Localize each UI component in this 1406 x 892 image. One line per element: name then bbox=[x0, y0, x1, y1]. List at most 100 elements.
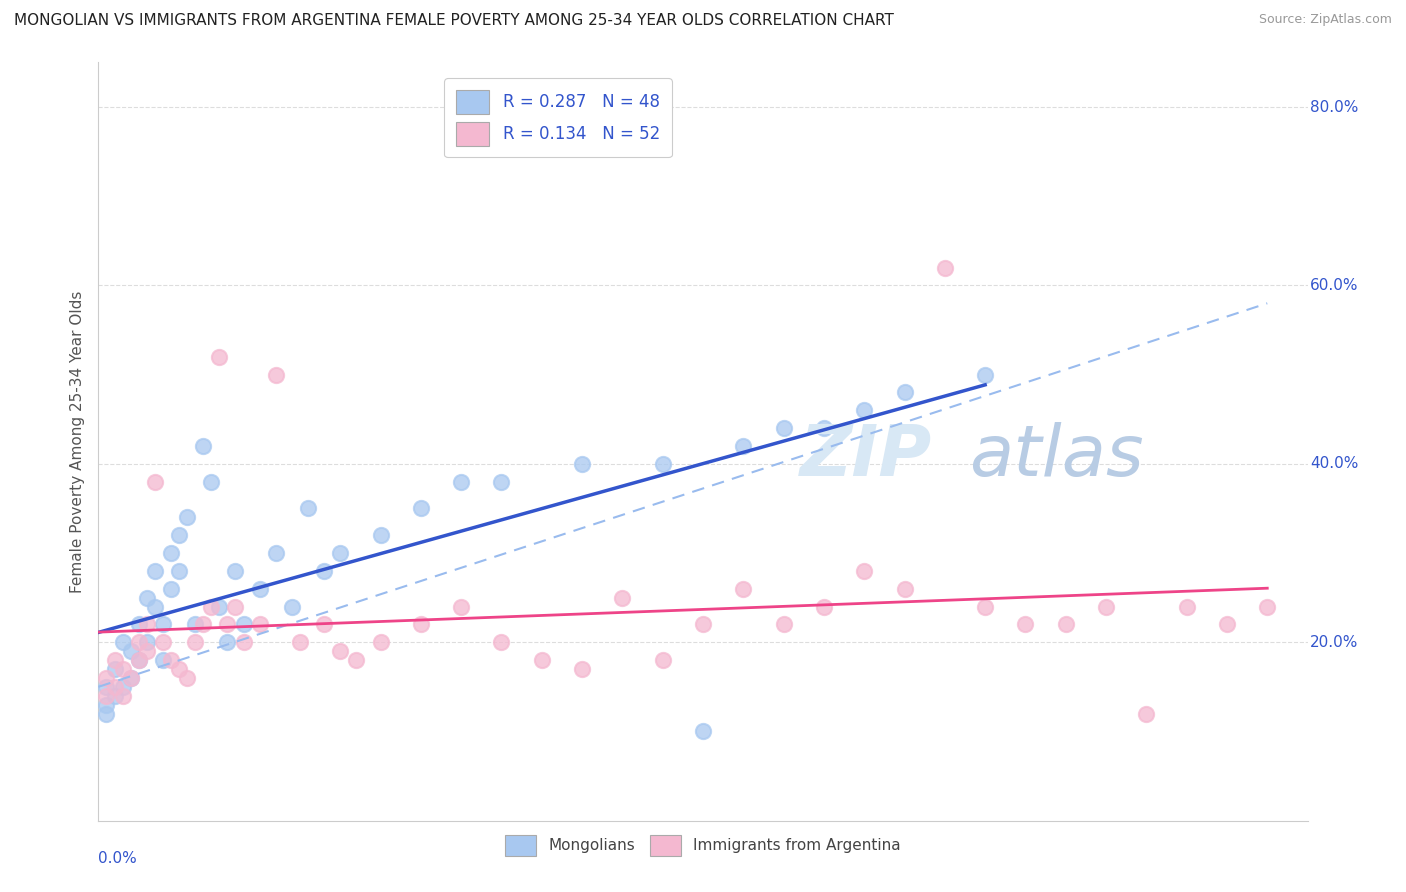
Point bbox=[249, 582, 271, 596]
Point bbox=[135, 635, 157, 649]
Text: MONGOLIAN VS IMMIGRANTS FROM ARGENTINA FEMALE POVERTY AMONG 25-34 YEAR OLDS CORR: MONGOLIAN VS IMMIGRANTS FROM ARGENTINA F… bbox=[14, 13, 894, 29]
Point bbox=[409, 617, 432, 632]
Point bbox=[103, 662, 125, 676]
Point bbox=[128, 635, 150, 649]
Point bbox=[143, 564, 166, 578]
Text: atlas: atlas bbox=[969, 422, 1143, 491]
Point bbox=[232, 617, 254, 632]
Point bbox=[772, 421, 794, 435]
Point bbox=[612, 591, 634, 605]
Point bbox=[200, 599, 222, 614]
Point bbox=[370, 635, 392, 649]
Point bbox=[160, 546, 183, 560]
Point bbox=[1256, 599, 1278, 614]
Point bbox=[152, 635, 174, 649]
Point bbox=[152, 617, 174, 632]
Point bbox=[314, 564, 336, 578]
Point bbox=[249, 617, 271, 632]
Point bbox=[974, 599, 997, 614]
Point bbox=[772, 617, 794, 632]
Point bbox=[135, 644, 157, 658]
Point bbox=[96, 671, 118, 685]
Point bbox=[409, 501, 432, 516]
Point bbox=[1135, 706, 1157, 721]
Point bbox=[135, 617, 157, 632]
Point bbox=[297, 501, 319, 516]
Point bbox=[264, 546, 287, 560]
Point bbox=[813, 421, 835, 435]
Point bbox=[733, 439, 755, 453]
Point bbox=[167, 528, 190, 542]
Point bbox=[934, 260, 956, 275]
Point bbox=[692, 617, 714, 632]
Point bbox=[128, 617, 150, 632]
Legend: Mongolians, Immigrants from Argentina: Mongolians, Immigrants from Argentina bbox=[499, 829, 907, 863]
Point bbox=[491, 475, 513, 489]
Point bbox=[853, 564, 876, 578]
Point bbox=[96, 698, 118, 712]
Point bbox=[450, 599, 472, 614]
Point bbox=[314, 617, 336, 632]
Point bbox=[111, 635, 134, 649]
Point bbox=[208, 599, 231, 614]
Text: ZIP: ZIP bbox=[800, 422, 932, 491]
Point bbox=[103, 680, 125, 694]
Text: 0.0%: 0.0% bbox=[98, 851, 138, 866]
Point bbox=[893, 582, 915, 596]
Point bbox=[692, 724, 714, 739]
Point bbox=[571, 457, 593, 471]
Point bbox=[167, 564, 190, 578]
Point bbox=[329, 644, 352, 658]
Point bbox=[193, 439, 215, 453]
Point bbox=[288, 635, 311, 649]
Point bbox=[224, 599, 246, 614]
Text: 40.0%: 40.0% bbox=[1310, 457, 1358, 471]
Point bbox=[128, 653, 150, 667]
Point bbox=[143, 475, 166, 489]
Point bbox=[329, 546, 352, 560]
Point bbox=[96, 689, 118, 703]
Text: Source: ZipAtlas.com: Source: ZipAtlas.com bbox=[1258, 13, 1392, 27]
Text: 20.0%: 20.0% bbox=[1310, 635, 1358, 649]
Point bbox=[152, 653, 174, 667]
Point bbox=[232, 635, 254, 649]
Point bbox=[217, 635, 239, 649]
Point bbox=[264, 368, 287, 382]
Text: 80.0%: 80.0% bbox=[1310, 100, 1358, 114]
Point bbox=[651, 653, 673, 667]
Point bbox=[184, 617, 207, 632]
Point bbox=[281, 599, 304, 614]
Point bbox=[491, 635, 513, 649]
Point bbox=[103, 653, 125, 667]
Point bbox=[1014, 617, 1036, 632]
Point bbox=[111, 689, 134, 703]
Point bbox=[733, 582, 755, 596]
Point bbox=[96, 706, 118, 721]
Point bbox=[344, 653, 367, 667]
Point bbox=[1054, 617, 1077, 632]
Point bbox=[96, 680, 118, 694]
Point bbox=[1175, 599, 1198, 614]
Point bbox=[120, 644, 142, 658]
Point bbox=[571, 662, 593, 676]
Point bbox=[813, 599, 835, 614]
Point bbox=[176, 671, 198, 685]
Point bbox=[450, 475, 472, 489]
Point bbox=[160, 582, 183, 596]
Point bbox=[120, 671, 142, 685]
Point bbox=[893, 385, 915, 400]
Point bbox=[160, 653, 183, 667]
Point bbox=[167, 662, 190, 676]
Point bbox=[120, 671, 142, 685]
Point bbox=[530, 653, 553, 667]
Point bbox=[184, 635, 207, 649]
Point bbox=[1216, 617, 1239, 632]
Point bbox=[217, 617, 239, 632]
Point bbox=[111, 680, 134, 694]
Point bbox=[128, 653, 150, 667]
Point bbox=[853, 403, 876, 417]
Point bbox=[143, 599, 166, 614]
Point bbox=[1095, 599, 1118, 614]
Point bbox=[208, 350, 231, 364]
Point bbox=[135, 591, 157, 605]
